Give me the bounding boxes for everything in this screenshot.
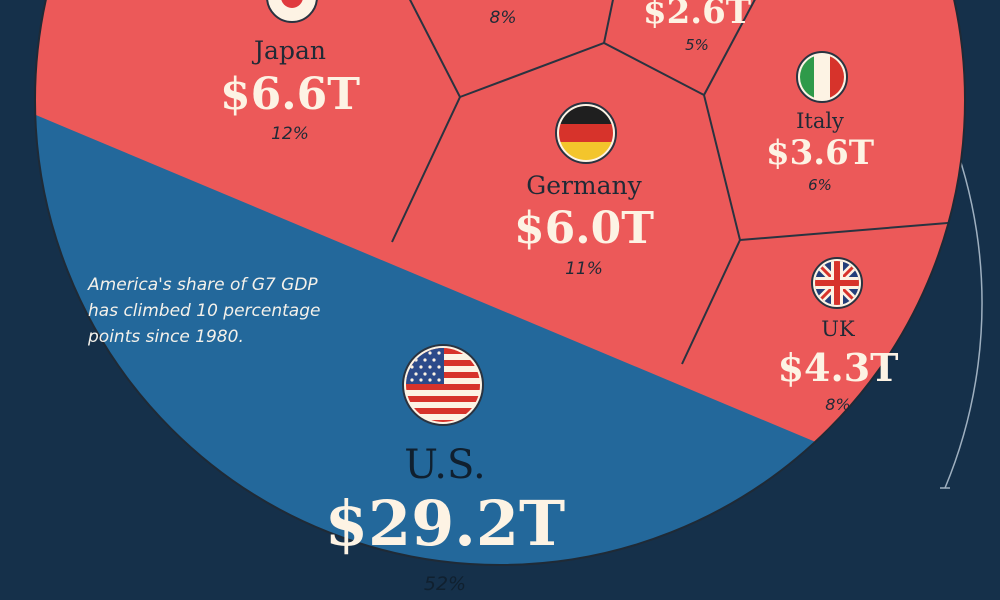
germany-name-label: Germany [526, 171, 642, 200]
germany-flag-icon [555, 102, 617, 164]
france-share-label: 5% [685, 36, 709, 54]
chart-outline [34, 0, 966, 566]
italy-value-label: $3.6T [766, 133, 874, 173]
japan-share-label: 12% [271, 124, 309, 144]
annotation-line-1: America's share of G7 GDP [87, 275, 318, 295]
italy-name-label: Italy [796, 109, 844, 133]
uk-value-label: $4.3T [778, 345, 899, 390]
japan-flag-icon [266, 0, 318, 23]
cell-dividers [391, 0, 961, 365]
us-value-label: $29.2T [325, 487, 565, 560]
canada-share-label: 8% [490, 8, 517, 28]
germany-value-label: $6.0T [514, 203, 654, 254]
us-region [35, 100, 965, 565]
uk-name-label: UK [821, 317, 855, 341]
japan-name-label: Japan [251, 36, 326, 65]
us-share-label: 52% [424, 573, 466, 595]
japan-value-label: $6.6T [220, 69, 360, 120]
uk-share-label: 8% [825, 395, 850, 414]
annotation-line-3: points since 1980. [87, 327, 244, 347]
us-name-label: U.S. [404, 442, 485, 488]
italy-flag-icon [796, 51, 848, 103]
annotation-line-2: has climbed 10 percentage [88, 301, 320, 321]
france-value-label: $2.6T [643, 0, 751, 32]
uk-flag-icon [811, 257, 863, 309]
us-flag-icon [402, 344, 484, 426]
germany-share-label: 11% [565, 259, 603, 279]
italy-share-label: 6% [808, 176, 832, 194]
